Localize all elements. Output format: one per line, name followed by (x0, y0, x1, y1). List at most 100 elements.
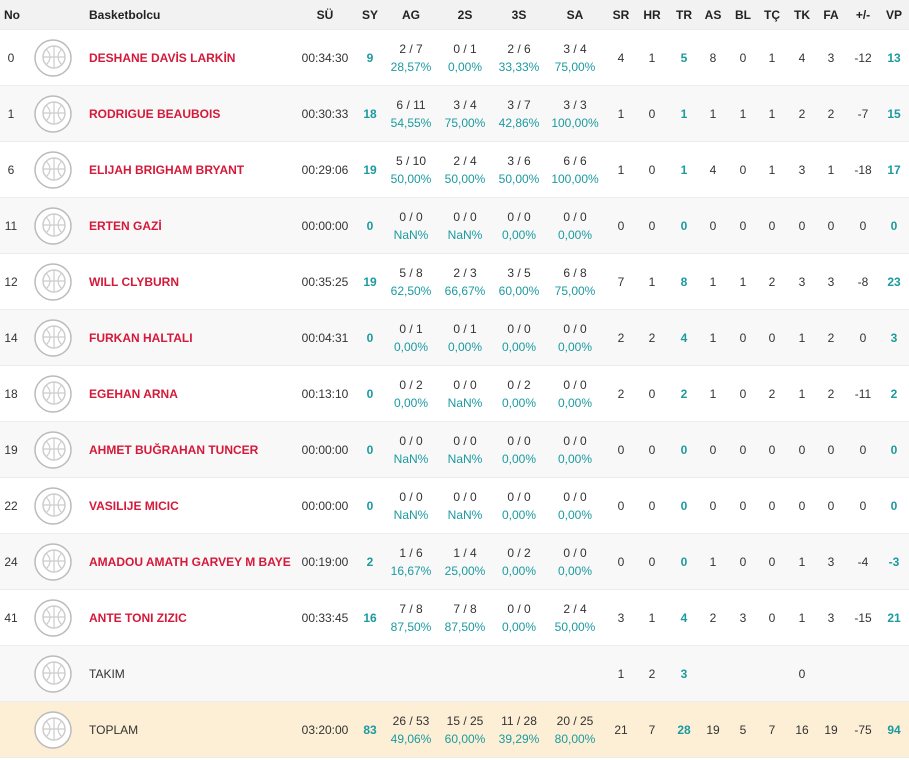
stat-cell: 0 (890, 219, 898, 233)
stat-cell: 0 (827, 499, 835, 513)
stat-cell: 0 (648, 499, 656, 513)
shot-attempts: 5 / 8 (399, 266, 423, 280)
stat-cell: 0 (768, 443, 776, 457)
stat-cell: 1 (827, 163, 835, 177)
stat-cell: 00:33:45 (301, 611, 349, 625)
stat-cell: 3 (739, 611, 747, 625)
shot-percentage: 0,00% (501, 508, 537, 522)
stat-cell: 0 (680, 499, 688, 513)
shot-attempts: 0 / 0 (453, 434, 477, 448)
shot-attempts: 3 / 4 (453, 98, 477, 112)
shot-percentage: 50,00% (444, 172, 486, 186)
stat-cell: -4 (857, 555, 869, 569)
player-name: TAKIM (89, 667, 125, 681)
shot-percentage: NaN% (393, 508, 429, 522)
stat-cell: 19 (363, 163, 377, 177)
stat-cell: 0 (680, 555, 688, 569)
column-header: VP (885, 8, 903, 22)
shot-percentage: 54,55% (390, 116, 432, 130)
stat-cell: 00:19:00 (301, 555, 349, 569)
stat-cell: 0 (798, 219, 806, 233)
stat-cell: 2 (648, 667, 656, 681)
stat-cell: 0 (768, 331, 776, 345)
shot-attempts: 15 / 25 (446, 714, 484, 728)
stat-cell: 2 (890, 387, 898, 401)
stat-cell: 1 (739, 275, 747, 289)
stat-cell: 1 (768, 163, 776, 177)
stat-cell: 24 (4, 555, 18, 569)
stat-cell: 0 (366, 219, 374, 233)
stat-cell: 4 (617, 51, 625, 65)
column-header: Basketbolcu (89, 8, 161, 22)
shot-percentage: 0,00% (393, 396, 429, 410)
stat-cell: 0 (709, 219, 717, 233)
stat-cell: -18 (854, 163, 872, 177)
stat-cell: 3 (680, 667, 688, 681)
stat-cell: 0 (859, 331, 867, 345)
shot-attempts: 3 / 7 (507, 98, 531, 112)
stat-cell: 1 (798, 555, 806, 569)
shot-percentage: 0,00% (557, 228, 593, 242)
column-header: 2S (457, 8, 473, 22)
shot-attempts: 0 / 2 (399, 378, 423, 392)
shot-attempts: 0 / 0 (399, 210, 423, 224)
shot-percentage: 0,00% (393, 340, 429, 354)
stat-cell: 4 (709, 163, 717, 177)
stat-cell: 1 (648, 611, 656, 625)
column-header: SA (566, 8, 584, 22)
column-header: TK (794, 8, 810, 22)
stat-cell: 2 (768, 387, 776, 401)
stat-cell: 3 (827, 275, 835, 289)
stat-cell: 0 (768, 219, 776, 233)
shot-percentage: 0,00% (557, 340, 593, 354)
shot-attempts: 0 / 0 (453, 490, 477, 504)
shot-percentage: 0,00% (447, 340, 483, 354)
stat-cell: 16 (363, 611, 377, 625)
shot-percentage: 0,00% (557, 564, 593, 578)
shot-attempts: 0 / 0 (507, 322, 531, 336)
header-row: No Basketbolcu SÜ SY AG 2S 3S SA SR HR TR AS BL TÇ TK F… (0, 0, 909, 30)
shot-percentage: 49,06% (390, 732, 432, 746)
player-row: 1 RODRIGUE BEAUBOIS 00:30:33 18 6 / 11 54,55%… (0, 86, 909, 142)
stat-cell: 0 (709, 443, 717, 457)
avatar (34, 375, 72, 413)
stat-cell: 1 (709, 555, 717, 569)
stat-cell: 1 (798, 331, 806, 345)
stat-cell: 00:35:25 (301, 275, 349, 289)
stat-cell: 1 (617, 667, 625, 681)
stat-cell: 12 (4, 275, 18, 289)
column-header: FA (823, 8, 839, 22)
stat-cell: 0 (827, 443, 835, 457)
stat-cell: 0 (648, 555, 656, 569)
player-row: 11 ERTEN GAZİ 00:00:00 0 0 / 0 NaN% 0 / 0 NaN% 0… (0, 198, 909, 254)
stat-cell: 2 (827, 331, 835, 345)
stat-cell: 0 (366, 331, 374, 345)
shot-attempts: 3 / 4 (563, 42, 587, 56)
player-name: WILL CLYBURN (89, 275, 179, 289)
shot-attempts: 3 / 3 (563, 98, 587, 112)
stat-cell: 0 (739, 331, 747, 345)
shot-percentage: 33,33% (498, 60, 540, 74)
avatar (34, 431, 72, 469)
shot-attempts: 0 / 0 (399, 490, 423, 504)
stat-cell: 00:30:33 (301, 107, 349, 121)
column-header: +/- (855, 8, 871, 22)
player-row: 24 AMADOU AMATH GARVEY M BAYE 00:19:00 2 1 /… (0, 534, 909, 590)
shot-percentage: 62,50% (390, 284, 432, 298)
stat-cell: 13 (887, 51, 901, 65)
shot-attempts: 2 / 7 (399, 42, 423, 56)
stat-cell: 3 (827, 555, 835, 569)
stat-cell: 1 (739, 107, 747, 121)
stat-cell: 28 (677, 723, 691, 737)
stat-cell: 11 (4, 219, 18, 233)
stat-cell: 4 (680, 331, 688, 345)
shot-percentage: NaN% (447, 228, 483, 242)
shot-attempts: 6 / 11 (396, 98, 426, 112)
shot-attempts: 7 / 8 (453, 602, 477, 616)
shot-percentage: 80,00% (554, 732, 596, 746)
stat-cell: 5 (680, 51, 688, 65)
shot-percentage: 16,67% (390, 564, 432, 578)
player-row: 22 VASILIJE MICIC 00:00:00 0 0 / 0 NaN% 0 / 0 N… (0, 478, 909, 534)
stat-cell: 0 (709, 499, 717, 513)
stat-cell: -7 (857, 107, 869, 121)
